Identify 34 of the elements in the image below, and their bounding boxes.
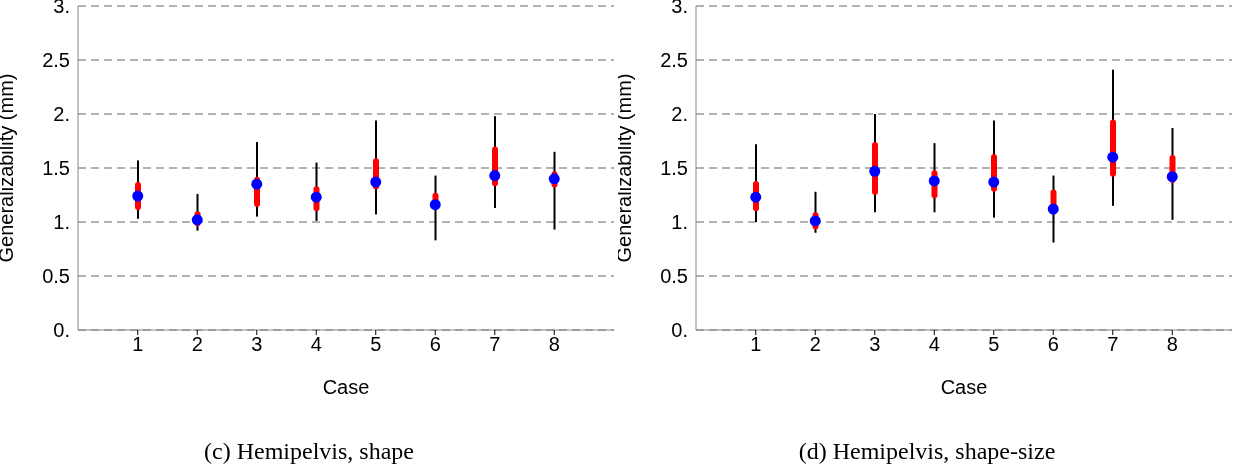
y-tick-label: 1. <box>53 211 70 234</box>
x-tick-label: 3 <box>251 333 263 356</box>
y-tick-label: 2. <box>671 103 688 126</box>
x-tick-label: 7 <box>1107 333 1119 356</box>
text: (c) Hemipelvis, shape <box>203 438 415 465</box>
y-tick-label: 0.5 <box>42 265 70 288</box>
x-tick-label: 8 <box>1166 333 1178 356</box>
y-tick-label: 2. <box>53 103 70 126</box>
x-tick-label: 1 <box>132 333 144 356</box>
y-tick-label: 0. <box>53 319 70 342</box>
y-tick-label: 2.5 <box>42 49 70 72</box>
x-tick-label: 5 <box>370 333 382 356</box>
x-tick-label: 4 <box>928 333 940 356</box>
x-tick-label: 2 <box>191 333 203 356</box>
y-tick-label: 0.5 <box>660 265 688 288</box>
x-tick-label: 8 <box>548 333 560 356</box>
y-tick-label: 0. <box>671 319 688 342</box>
x-tick-label: 6 <box>429 333 441 356</box>
text: (d) Hemipelvis, shape-size <box>797 438 1057 465</box>
y-tick-label: 2.5 <box>660 49 688 72</box>
x-tick-label: 2 <box>809 333 821 356</box>
x-tick-label: 1 <box>750 333 762 356</box>
x-tick-label: 5 <box>988 333 1000 356</box>
x-axis-title: Case <box>940 376 988 398</box>
x-tick-label: 3 <box>869 333 881 356</box>
y-tick-label: 1. <box>671 211 688 234</box>
y-tick-label: 3. <box>53 0 70 18</box>
x-tick-label: 7 <box>489 333 501 356</box>
y-tick-label: 3. <box>671 0 688 18</box>
x-tick-label: 4 <box>310 333 322 356</box>
x-tick-label: 6 <box>1047 333 1059 356</box>
y-tick-label: 1.5 <box>42 157 70 180</box>
x-axis-title: Case <box>322 376 370 398</box>
y-tick-label: 1.5 <box>660 157 688 180</box>
